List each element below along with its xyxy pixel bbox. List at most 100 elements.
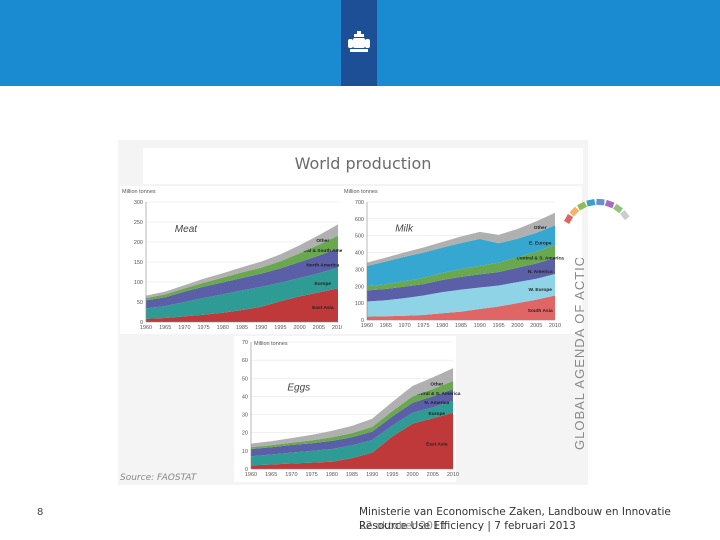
y-tick-label: 100 [134,280,143,286]
series-label: North America [306,262,339,268]
x-tick-label: 1990 [366,472,378,478]
y-axis-label: Million tonnes [344,189,378,195]
y-tick-label: 100 [355,301,364,307]
y-tick-label: 700 [355,200,364,206]
x-tick-label: 1965 [159,325,171,331]
x-tick-label: 1975 [417,323,429,329]
area-south-asia [367,295,555,320]
x-tick-label: 1995 [274,325,286,331]
global-agenda-sidebar: GLOBAL AGENDA OF ACTION [572,258,587,450]
y-tick-label: 0 [361,318,364,324]
series-label: Central & S. America [413,391,461,397]
x-tick-label: 1975 [305,472,317,478]
series-label: East Asia [312,305,334,311]
y-axis-label: Million tonnes [254,341,288,347]
x-tick-label: 2010 [332,325,344,331]
y-tick-label: 0 [245,467,248,473]
footer-subtitle: Resource Use Efficiency | 7 februari 201… [359,520,576,532]
area-central-s-america [367,244,555,291]
footer-ministry: Ministerie van Economische Zaken, Landbo… [359,506,671,518]
y-tick-label: 20 [242,431,248,437]
x-tick-label: 1970 [285,472,297,478]
x-tick-label: 2010 [447,472,459,478]
x-tick-label: 2000 [406,472,418,478]
y-tick-label: 40 [242,394,248,400]
y-tick-label: 500 [355,234,364,240]
y-tick-label: 60 [242,358,248,364]
x-tick-label: 1970 [178,325,190,331]
area-other [367,212,555,267]
x-tick-label: 1960 [245,472,257,478]
chart-meat: 0 50 100 150 200 250 300 1960 1965 1970 1975 1980 19… [120,186,351,334]
x-tick-label: 1985 [236,325,248,331]
agenda-logo-segment [577,201,587,211]
series-label: East Asia [426,442,448,448]
x-tick-label: 1990 [255,325,267,331]
x-tick-label: 1985 [455,323,467,329]
agenda-logo-segment [596,198,605,206]
area-europe [251,400,453,466]
chart-title-box: World production [143,148,583,184]
y-tick-label: 250 [134,220,143,226]
chart-name: Eggs [287,382,310,393]
series-label: N. America [528,269,553,275]
x-tick-label: 1980 [326,472,338,478]
x-tick-label: 1990 [474,323,486,329]
x-tick-label: 1970 [398,323,410,329]
x-tick-label: 1980 [217,325,229,331]
series-label: E. Europe [529,240,552,246]
x-tick-label: 1965 [380,323,392,329]
area-north-america [146,248,338,309]
x-tick-label: 1985 [346,472,358,478]
series-label: Other [316,238,329,244]
footer-dates: 22 oktober 2011 Resource Use Efficiency … [359,520,576,532]
x-tick-label: 2005 [313,325,325,331]
series-label: Europe [315,281,332,287]
agenda-logo-segment [619,210,630,221]
x-tick-label: 1975 [197,325,209,331]
y-tick-label: 600 [355,217,364,223]
series-label: W. Europe [528,287,552,293]
footer-date-overlay: 22 oktober 2011 [359,520,447,532]
page-number: 8 [37,507,44,518]
y-tick-label: 50 [137,300,143,306]
series-label: N. America [424,400,449,406]
x-tick-label: 1995 [492,323,504,329]
series-label: Other [534,225,547,231]
chart-eggs: 0 10 20 30 40 50 60 70 1960 1965 1970 1975 1980 1985 1… [234,336,461,482]
area-central-s-america [251,381,453,450]
series-label: South Asia [528,308,553,314]
area-n-america [251,389,453,457]
government-logo [341,0,377,86]
agenda-logo-segment [586,198,596,207]
x-tick-label: 1960 [140,325,152,331]
y-tick-label: 150 [134,260,143,266]
agenda-logo-segment [569,206,580,217]
y-tick-label: 50 [242,376,248,382]
area-w-europe [367,273,555,317]
y-tick-label: 0 [140,320,143,326]
y-tick-label: 300 [134,200,143,206]
x-tick-label: 2010 [549,323,561,329]
agenda-logo-segment [612,203,623,214]
series-label: Central & South America [295,248,352,254]
x-tick-label: 1965 [265,472,277,478]
side-text: GLOBAL AGENDA OF ACTION [572,258,587,450]
x-tick-label: 2005 [427,472,439,478]
y-tick-label: 70 [242,340,248,346]
x-tick-label: 2000 [293,325,305,331]
x-tick-label: 1960 [361,323,373,329]
series-label: Europe [429,411,446,417]
source-note: Source: FAOSTAT [120,473,197,483]
chart-title: World production [294,154,432,173]
y-tick-label: 10 [242,449,248,455]
agenda-logo-segment [563,214,574,224]
x-tick-label: 2000 [511,323,523,329]
crest-icon [348,31,370,52]
y-tick-label: 400 [355,251,364,257]
area-e-europe [367,225,555,287]
y-tick-label: 200 [355,284,364,290]
y-tick-label: 300 [355,267,364,273]
area-n-america [367,257,555,302]
